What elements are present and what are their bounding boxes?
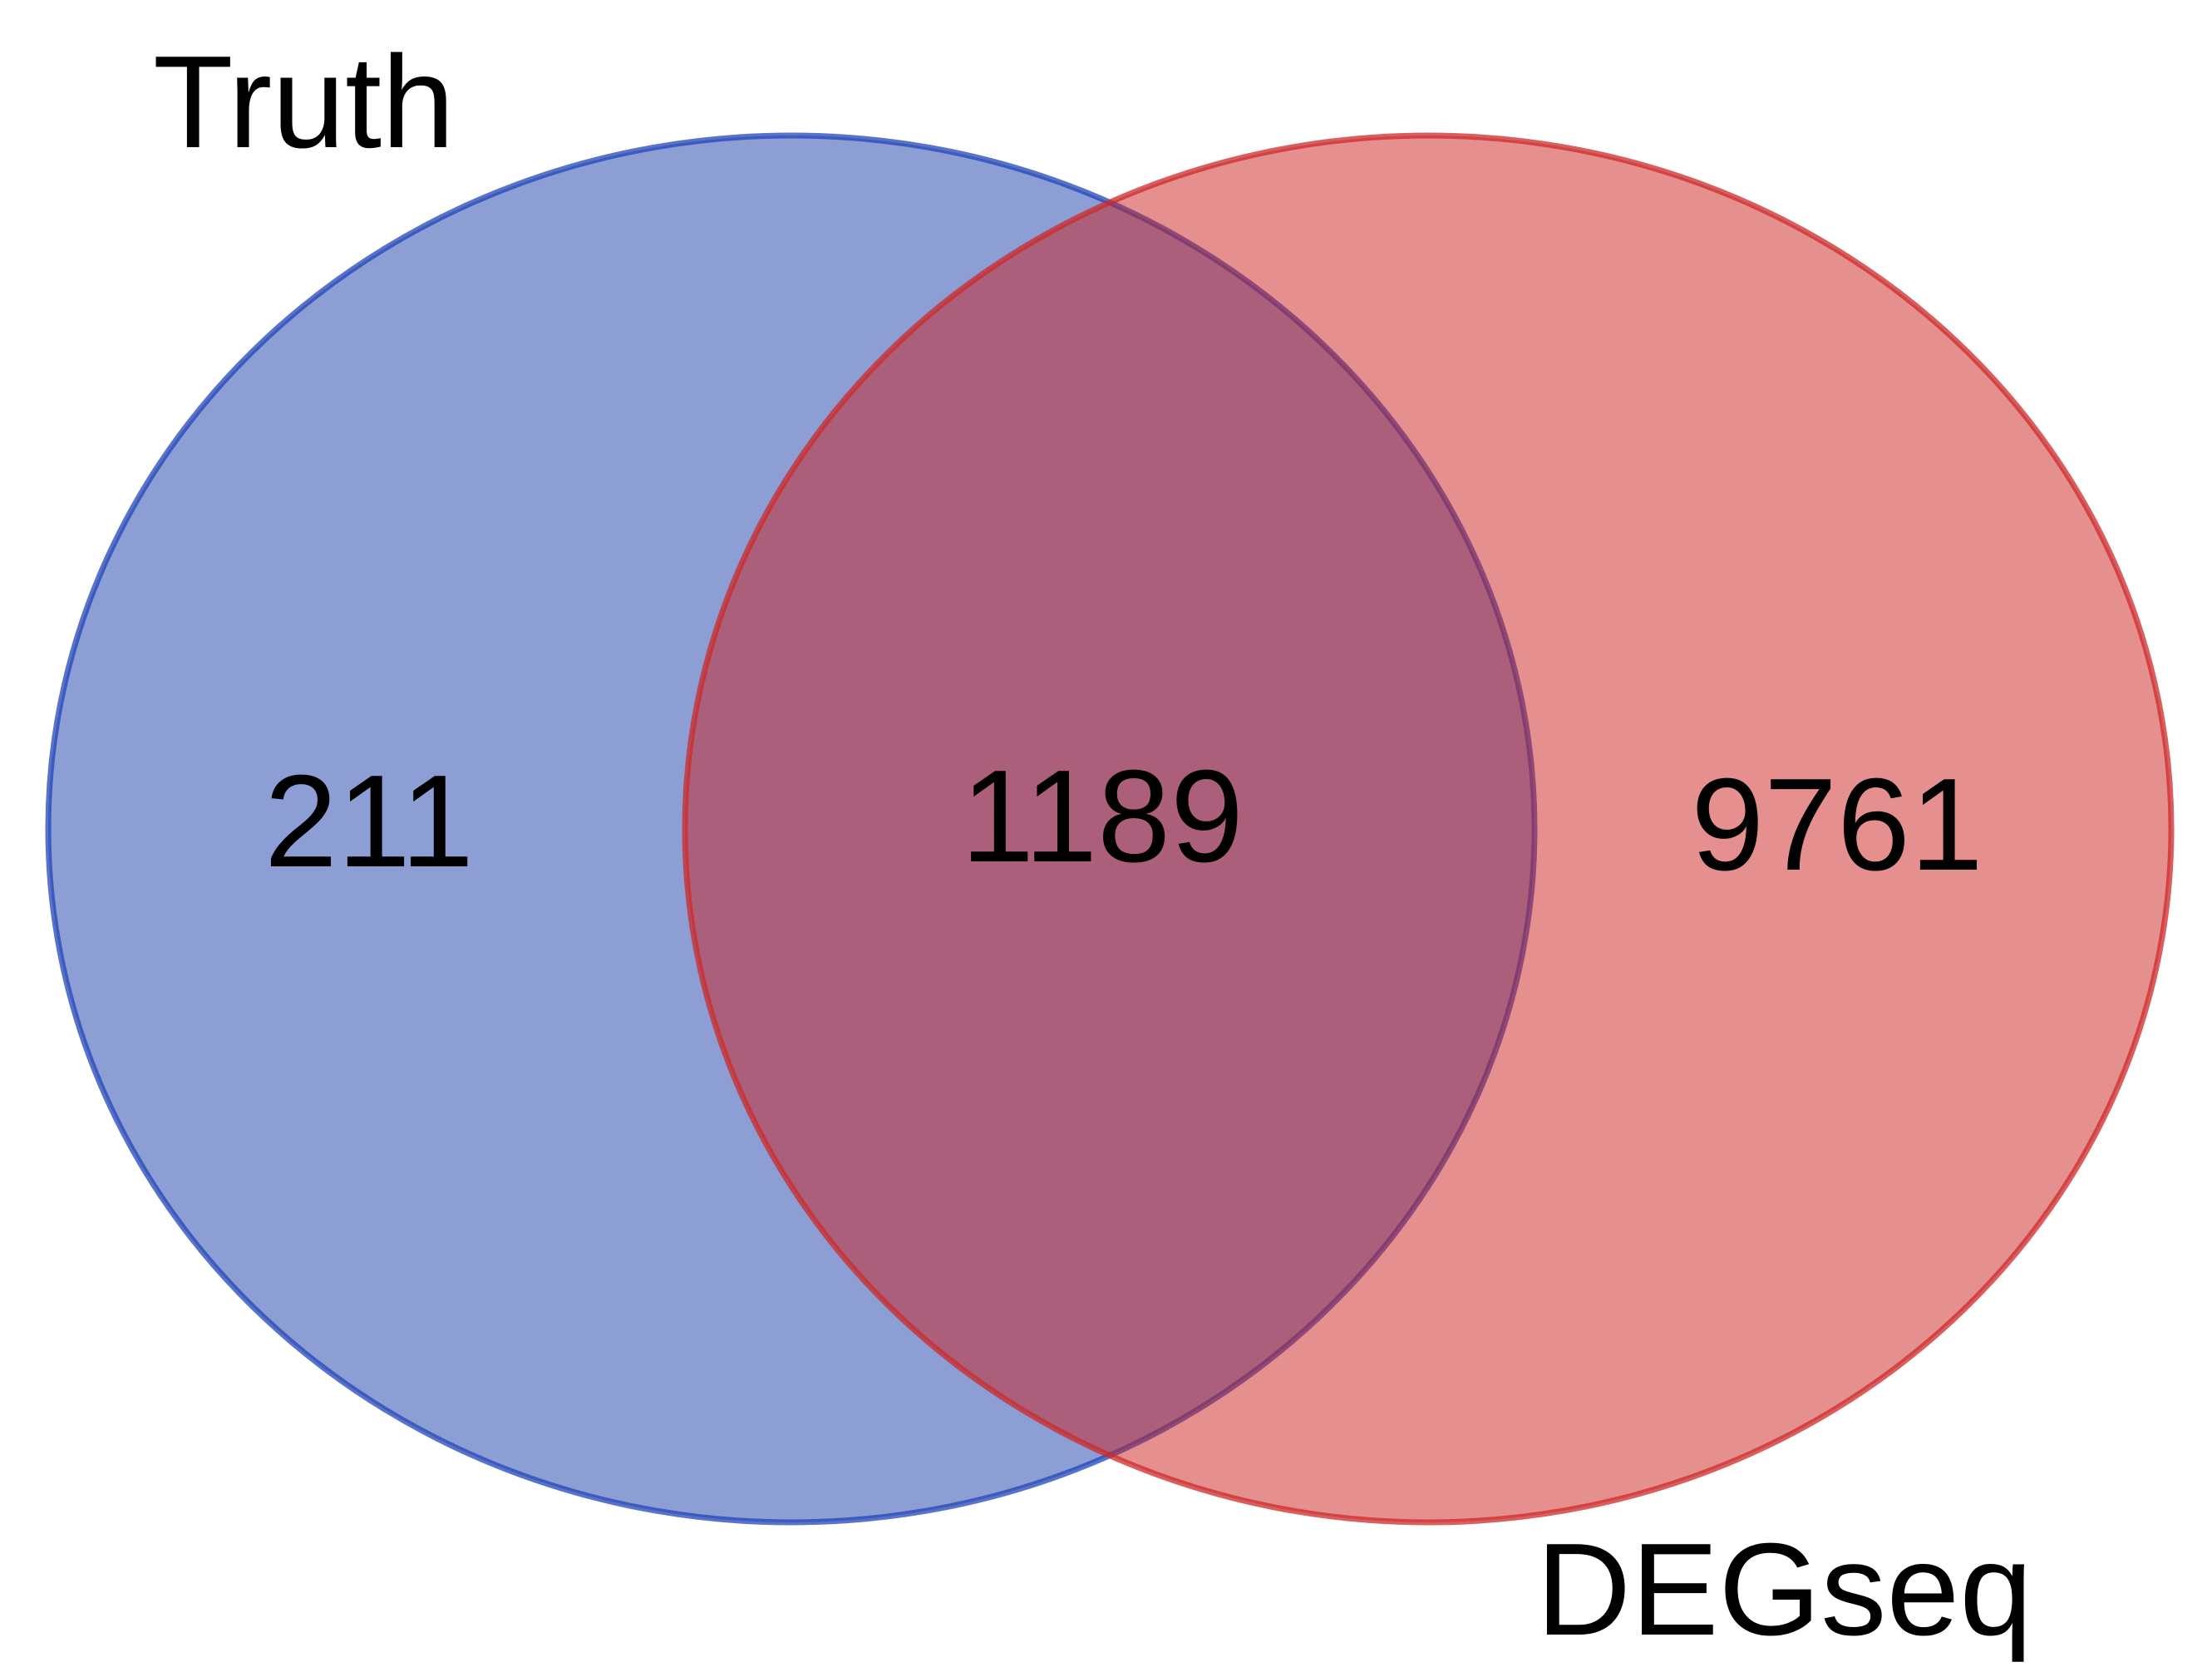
region-count-truth-only: 211 [264,748,474,895]
set-label-degseq: DEGseq [1536,1517,2032,1663]
region-count-degseq-only: 9761 [1691,752,1983,898]
set-label-truth: Truth [153,29,455,175]
region-count-intersection: 1189 [961,743,1244,890]
set-degseq-ellipse [682,132,2175,1526]
